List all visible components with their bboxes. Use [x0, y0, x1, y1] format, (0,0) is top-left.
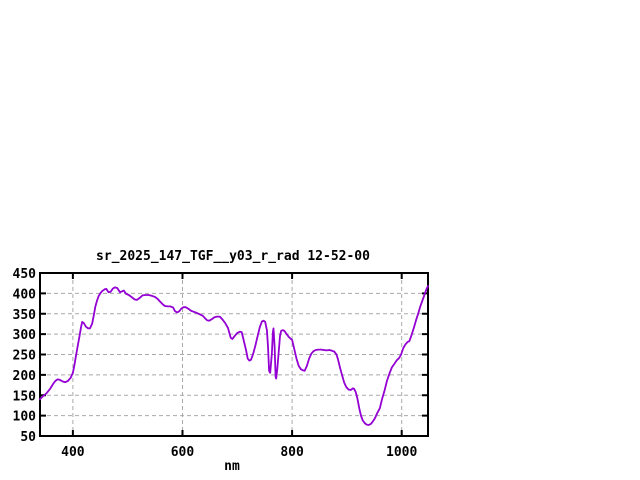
tick-labels: 400 600 800 1000 50 100 150 200 250 300 350 400 450	[13, 267, 418, 460]
data-series	[39, 285, 429, 426]
y-tick-label: 300	[13, 328, 37, 343]
x-tick-label: 1000	[386, 445, 417, 460]
x-tick-label: 600	[171, 445, 195, 460]
y-tick-label: 400	[13, 287, 37, 302]
gridlines	[40, 273, 428, 436]
y-tick-label: 200	[13, 369, 37, 384]
axes-and-ticks	[39, 272, 429, 437]
chart-title: sr_2025_147_TGF__y03_r_rad 12-52-00	[96, 249, 370, 264]
y-tick-label: 100	[13, 410, 37, 425]
y-tick-label: 50	[20, 430, 36, 445]
x-tick-label: 800	[280, 445, 304, 460]
x-tick-label: 400	[61, 445, 85, 460]
y-tick-label: 450	[13, 267, 37, 282]
y-tick-label: 150	[13, 389, 37, 404]
y-tick-label: 350	[13, 308, 37, 323]
y-tick-label: 250	[13, 349, 37, 364]
x-axis-label: nm	[224, 459, 240, 474]
spectrum-line	[39, 285, 429, 426]
